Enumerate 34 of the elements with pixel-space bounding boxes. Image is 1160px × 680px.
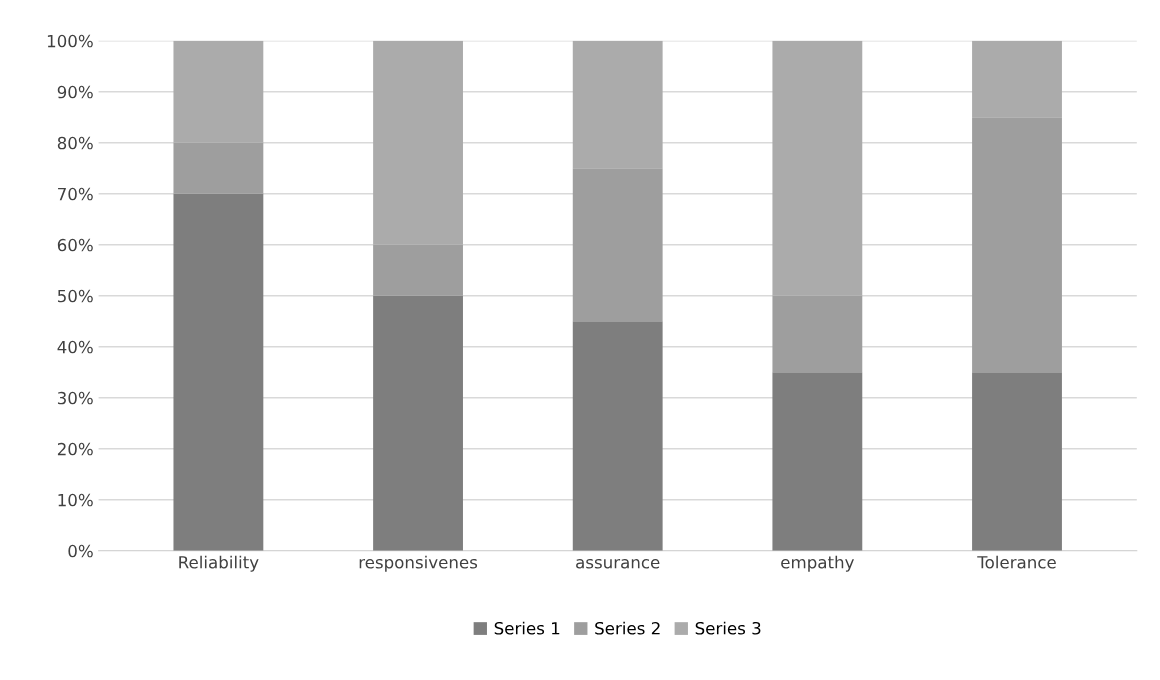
bar <box>572 40 663 169</box>
y-tick-label: 0% <box>68 544 93 558</box>
y-tick-label: 70% <box>58 187 93 201</box>
y-tick-label: 100% <box>47 34 93 48</box>
y-tick-label: 60% <box>57 238 93 252</box>
bar <box>373 295 463 551</box>
y-tick-label: 30% <box>57 391 93 405</box>
bar <box>173 193 264 551</box>
bar <box>173 40 264 143</box>
x-tick-label: empathy <box>781 555 854 572</box>
y-tick-label: 90% <box>57 85 93 99</box>
legend-label: Series 2 <box>595 621 660 635</box>
y-tick-label: 40% <box>57 340 93 354</box>
legend-label: Series 1 <box>494 621 560 635</box>
bar <box>173 142 264 194</box>
bar <box>772 372 863 551</box>
bar <box>373 40 463 245</box>
x-tick-label: assurance <box>576 558 660 569</box>
x-tick-label: Reliability <box>179 555 259 572</box>
y-tick-label: 50% <box>57 289 93 303</box>
y-tick-label: 10% <box>58 493 93 507</box>
legend-label: Series 3 <box>695 621 761 635</box>
bar <box>572 168 663 322</box>
bar <box>572 321 663 551</box>
y-tick-label: 20% <box>57 442 93 456</box>
bar <box>772 40 863 296</box>
bar <box>772 295 863 373</box>
bar <box>972 372 1062 551</box>
y-tick-label: 80% <box>57 136 93 150</box>
bar <box>972 117 1062 373</box>
x-tick-label: responsivenes <box>359 555 478 572</box>
bar <box>972 40 1062 118</box>
x-tick-label: Tolerance <box>977 555 1056 569</box>
bar <box>373 244 463 296</box>
